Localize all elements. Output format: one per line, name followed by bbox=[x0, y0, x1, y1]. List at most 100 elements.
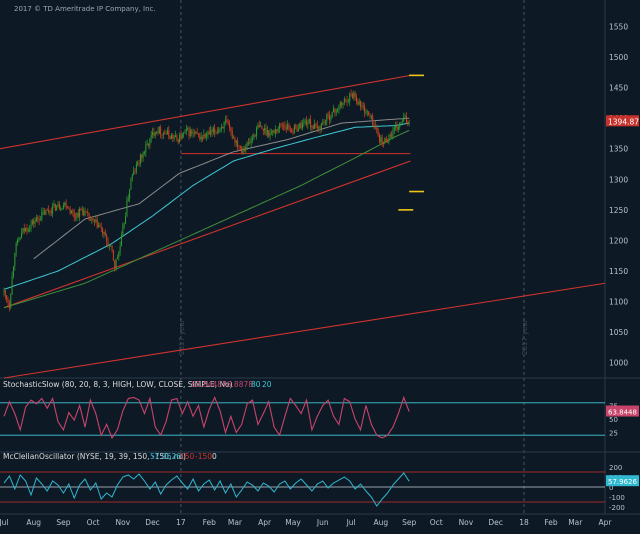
price-candle-body bbox=[33, 220, 35, 224]
price-candle-body bbox=[156, 131, 158, 133]
time-axis[interactable]: Jul Aug Sep Oct Nov Dec 17 Feb Mar Apr May Jun Jul Au… bbox=[0, 518, 612, 527]
price-candle-body bbox=[153, 132, 155, 136]
price-candle-body bbox=[308, 119, 310, 124]
trendline bbox=[3, 282, 606, 379]
stochastic-panel[interactable]: StochasticSlow (80, 20, 8, 3, HIGH, LOW,… bbox=[0, 380, 640, 453]
price-candle-body bbox=[387, 142, 389, 143]
stochastic-last-value: 63.8448 bbox=[608, 409, 637, 417]
price-axis-tick: 1300 bbox=[609, 175, 628, 184]
price-candle-body bbox=[98, 224, 100, 228]
price-candle-body bbox=[93, 219, 95, 222]
price-candle-body bbox=[157, 131, 159, 134]
time-axis-label: Jul bbox=[0, 518, 9, 527]
price-candle-body bbox=[83, 210, 85, 216]
price-candle-body bbox=[392, 130, 394, 138]
price-candle-body bbox=[10, 294, 12, 309]
price-candle-body bbox=[326, 114, 328, 122]
stoch-legend-value-4: 20 bbox=[262, 380, 272, 389]
price-candle-body bbox=[14, 253, 16, 267]
price-candle-body bbox=[100, 226, 102, 229]
price-candle-body bbox=[245, 146, 247, 151]
time-axis-label: Feb bbox=[203, 518, 217, 527]
stochastic-axis-tick: 25 bbox=[609, 430, 618, 438]
price-candle-body bbox=[208, 131, 210, 135]
mcclellan-axis-tick: 0 bbox=[609, 484, 613, 492]
time-axis-label: Aug bbox=[373, 518, 388, 527]
price-candle-body bbox=[323, 122, 325, 124]
time-axis-label: Apr bbox=[599, 518, 613, 527]
price-candle-body bbox=[87, 211, 89, 214]
price-candle-body bbox=[269, 132, 271, 137]
price-candle-body bbox=[134, 171, 136, 172]
price-candle-body bbox=[106, 235, 108, 241]
price-candle-body bbox=[77, 213, 79, 217]
price-candle-body bbox=[125, 216, 127, 224]
price-candle-body bbox=[223, 121, 225, 129]
price-candle-body bbox=[328, 114, 330, 120]
price-axis-tick: 1500 bbox=[609, 53, 628, 62]
price-candle-body bbox=[27, 230, 29, 232]
price-candle-body bbox=[61, 208, 63, 210]
price-candle-body bbox=[345, 99, 347, 101]
mcclellan-panel[interactable]: McClellanOscillator (NYSE, 19, 39, 150, … bbox=[0, 452, 640, 515]
stoch-legend-value-2: 76.8878 bbox=[222, 380, 253, 389]
price-candle-body bbox=[127, 198, 129, 201]
price-candle-body bbox=[230, 127, 232, 131]
mcclellan-legend-value-4: 0 bbox=[212, 452, 217, 461]
price-candle-body bbox=[299, 123, 301, 129]
price-panel[interactable]: 2017 year 2017 year 1000 1050 1100 1150 1200 12… bbox=[0, 0, 640, 514]
price-candle-body bbox=[108, 245, 110, 247]
price-candle-body bbox=[30, 223, 32, 229]
price-candle-body bbox=[39, 219, 41, 221]
price-candle-body bbox=[403, 116, 405, 122]
price-candle-body bbox=[358, 101, 360, 105]
mcclellan-axis-tick: -200 bbox=[609, 504, 625, 512]
time-axis-label: Mar bbox=[568, 518, 583, 527]
price-candle-body bbox=[99, 224, 101, 227]
price-candle-body bbox=[44, 211, 46, 215]
price-candle-body bbox=[130, 178, 132, 190]
price-candle-body bbox=[158, 127, 160, 134]
price-candle-body bbox=[191, 130, 193, 134]
price-candle-body bbox=[215, 131, 217, 133]
price-candle-body bbox=[238, 146, 240, 148]
price-candle-body bbox=[231, 130, 233, 139]
time-axis-label: Jul bbox=[346, 518, 356, 527]
price-candle-body bbox=[150, 134, 152, 139]
price-candle-body bbox=[229, 123, 231, 128]
price-candle-body bbox=[23, 228, 25, 232]
time-axis-label: Feb bbox=[544, 518, 558, 527]
price-candle-body bbox=[17, 239, 19, 244]
price-candle-body bbox=[53, 203, 55, 207]
price-candle-body bbox=[203, 134, 205, 139]
price-candle-body bbox=[283, 125, 285, 127]
time-axis-label: Aug bbox=[26, 518, 41, 527]
price-candle-body bbox=[350, 94, 352, 95]
year-separator-label: 2017 year bbox=[178, 319, 186, 355]
price-candle-body bbox=[197, 133, 199, 135]
price-candle-body bbox=[265, 128, 267, 135]
price-candle-body bbox=[318, 126, 320, 128]
price-candle-body bbox=[258, 124, 260, 127]
price-candle-body bbox=[188, 128, 190, 137]
price-candle-body bbox=[202, 136, 204, 139]
price-candle-body bbox=[319, 126, 321, 130]
price-candle-body bbox=[307, 123, 309, 125]
price-candle-body bbox=[195, 132, 197, 134]
price-candle-body bbox=[60, 208, 62, 210]
price-candle-body bbox=[315, 123, 317, 125]
price-candle-body bbox=[346, 100, 348, 102]
price-candle-body bbox=[192, 132, 194, 134]
price-candle-body bbox=[104, 231, 106, 236]
price-candle-body bbox=[164, 132, 166, 134]
time-axis-label: Nov bbox=[459, 518, 474, 527]
price-candle-body bbox=[360, 101, 362, 107]
price-candle-body bbox=[52, 206, 54, 214]
price-candle-body bbox=[224, 119, 226, 122]
price-candle-body bbox=[145, 144, 147, 153]
price-candle-body bbox=[331, 111, 333, 118]
price-candle-body bbox=[12, 266, 14, 277]
price-candle-body bbox=[179, 134, 181, 143]
price-candle-body bbox=[300, 123, 302, 129]
price-candle-body bbox=[111, 245, 113, 251]
